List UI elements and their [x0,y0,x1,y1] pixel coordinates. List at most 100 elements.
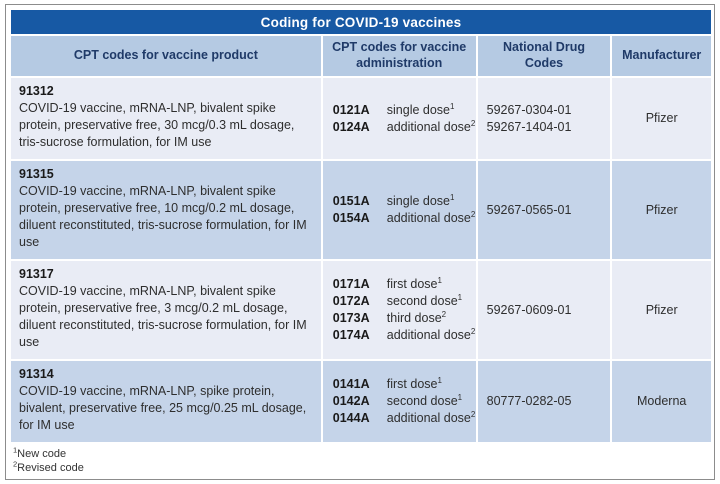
cpt-code: 91315 [19,167,54,181]
footnotes: 1New code 2Revised code [9,444,711,477]
footnote-marker: 1 [450,192,455,202]
admin-code: 0154A [332,211,370,225]
admin-code-line: 0124A additional dose2 [333,119,476,136]
product-description: COVID-19 vaccine, mRNA-LNP, bivalent spi… [19,184,307,249]
admin-code-line: 0142A second dose1 [333,393,476,410]
table-row: 91314 COVID-19 vaccine, mRNA-LNP, spike … [11,361,711,442]
product-cell: 91314 COVID-19 vaccine, mRNA-LNP, spike … [11,361,321,442]
ndc-cell: 59267-0565-01 [477,161,611,259]
admin-code-label-text: third dose [386,311,442,325]
admin-code-line: 0141A first dose1 [333,376,476,393]
admin-code: 0141A [332,377,370,391]
footnote-marker: 1 [457,292,463,302]
manufacturer: Pfizer [612,78,711,159]
admin-code-label-text: additional dose [386,411,471,425]
footnote: 1New code [13,446,709,461]
manufacturer: Pfizer [612,261,711,359]
footnote-marker: 2 [470,209,476,219]
admin-code: 0172A [332,294,370,308]
admin-cell: 0141A first dose1 0142A second dose1 014… [322,361,476,442]
footnote-marker: 1 [437,275,442,285]
admin-code-label-text: second dose [386,294,458,308]
admin-code-label: single dose1 [387,102,476,119]
footnote-marker: 1 [450,101,455,111]
admin-code-label-text: first dose [386,277,438,291]
admin-code-label-text: first dose [386,377,438,391]
footnote-marker: 2 [470,326,476,336]
cpt-code: 91312 [19,84,54,98]
admin-code-line: 0171A first dose1 [333,276,476,293]
ndc-cell: 59267-0609-01 [477,261,611,359]
column-header-row: CPT codes for vaccine product CPT codes … [11,36,711,76]
product-description: COVID-19 vaccine, mRNA-LNP, bivalent spi… [19,101,295,149]
admin-code: 0151A [332,194,370,208]
ndc-value: 59267-0304-01 [486,102,572,117]
admin-code: 0144A [332,411,370,425]
page-title: Coding for COVID-19 vaccines [11,10,711,34]
product-cell: 91315 COVID-19 vaccine, mRNA-LNP, bivale… [11,161,321,259]
column-header-product: CPT codes for vaccine product [11,36,321,76]
admin-code: 0171A [332,277,370,291]
admin-code-line: 0174A additional dose2 [333,327,476,344]
ndc-value: 59267-0565-01 [486,202,572,217]
footnote-marker: 1 [437,375,442,385]
manufacturer: Pfizer [612,161,711,259]
column-header-manufacturer: Manufacturer [612,36,711,76]
admin-code: 0121A [332,102,370,117]
admin-code-line: 0121A single dose1 [333,102,476,119]
product-description: COVID-19 vaccine, mRNA-LNP, spike protei… [19,384,307,432]
product-description: COVID-19 vaccine, mRNA-LNP, bivalent spi… [19,284,307,349]
product-cell: 91317 COVID-19 vaccine, mRNA-LNP, bivale… [11,261,321,359]
admin-code-label: single dose1 [387,193,476,210]
cpt-code: 91314 [19,367,54,381]
admin-code: 0174A [332,328,370,342]
admin-code-label: additional dose2 [387,410,476,427]
ndc-value: 59267-1404-01 [486,119,572,134]
admin-cell: 0171A first dose1 0172A second dose1 017… [322,261,476,359]
admin-code-line: 0173A third dose2 [333,310,476,327]
admin-code-label-text: additional dose [386,119,471,134]
table-row: 91312 COVID-19 vaccine, mRNA-LNP, bivale… [11,78,711,159]
footnote-marker: 2 [470,118,476,128]
admin-code-line: 0151A single dose1 [333,193,476,210]
admin-code-line: 0144A additional dose2 [333,410,476,427]
ndc-value: 59267-0609-01 [486,302,572,317]
document-frame: Coding for COVID-19 vaccines CPT codes f… [5,4,715,480]
admin-cell: 0121A single dose1 0124A additional dose… [322,78,476,159]
manufacturer: Moderna [612,361,711,442]
footnote: 2Revised code [13,460,709,475]
table-row: 91317 COVID-19 vaccine, mRNA-LNP, bivale… [11,261,711,359]
product-cell: 91312 COVID-19 vaccine, mRNA-LNP, bivale… [11,78,321,159]
admin-code-label-text: single dose [386,194,451,208]
ndc-cell: 59267-0304-01 59267-1404-01 [477,78,611,159]
footnote-marker: 2 [441,309,447,319]
admin-code-label-text: additional dose [386,211,471,225]
ndc-cell: 80777-0282-05 [477,361,611,442]
admin-code-label-text: second dose [386,394,458,408]
admin-code-label: second dose1 [387,393,476,410]
admin-code-label: additional dose2 [387,119,476,136]
admin-code: 0124A [332,119,370,134]
admin-code-label-text: single dose [386,102,451,117]
admin-cell: 0151A single dose1 0154A additional dose… [322,161,476,259]
cpt-code: 91317 [19,267,54,281]
footnote-marker: 1 [457,392,463,402]
admin-code-label: additional dose2 [387,327,476,344]
admin-code-line: 0172A second dose1 [333,293,476,310]
footnote-text: Revised code [17,462,84,474]
admin-code-line: 0154A additional dose2 [333,210,476,227]
admin-code-label: third dose2 [387,310,476,327]
admin-code-label: second dose1 [387,293,476,310]
coding-table: Coding for COVID-19 vaccines CPT codes f… [9,8,713,444]
admin-code-label: first dose1 [387,376,476,393]
admin-code: 0173A [332,311,370,325]
column-header-ndc: National Drug Codes [477,36,611,76]
admin-code-label-text: additional dose [386,328,471,342]
admin-code-label: first dose1 [387,276,476,293]
footnote-text: New code [17,448,67,460]
admin-code: 0142A [332,394,370,408]
admin-code-label: additional dose2 [387,210,476,227]
footnote-marker: 2 [470,409,476,419]
table-row: 91315 COVID-19 vaccine, mRNA-LNP, bivale… [11,161,711,259]
column-header-administration: CPT codes for vaccine administration [322,36,476,76]
